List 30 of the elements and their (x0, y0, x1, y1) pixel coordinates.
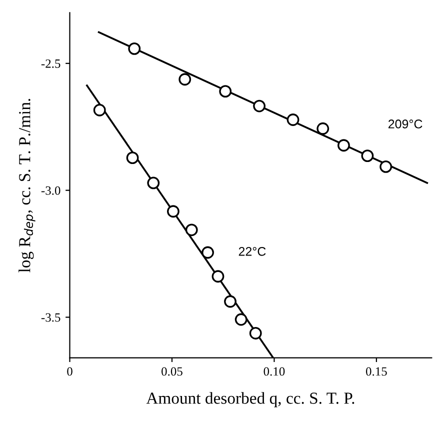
point (361, 150, 374, 162)
y-tick-label: -2.5 (41, 59, 60, 68)
point (212, 270, 224, 283)
point (185, 224, 198, 236)
point (380, 160, 392, 173)
point (202, 246, 214, 259)
point (234, 313, 248, 326)
series-label: 22°C (238, 247, 266, 256)
text: 209°C (388, 120, 422, 128)
x-tick-label: 0 (67, 367, 72, 376)
point (178, 73, 192, 86)
point (224, 295, 236, 308)
point (167, 205, 180, 218)
y-tick-label: -3.0 (41, 186, 60, 195)
point (316, 122, 330, 135)
point (249, 327, 262, 340)
point (128, 42, 141, 55)
point (338, 139, 350, 152)
y-tick-label: -3.5 (41, 313, 60, 322)
x-tick-label: 0.10 (264, 367, 285, 376)
point (253, 100, 266, 112)
point (126, 152, 139, 164)
y-axis-title: log R$_{dep}$, cc. S. T. P./min. (18, 98, 36, 272)
point (147, 176, 160, 190)
x-tick-label: 0.15 (366, 367, 387, 376)
x-axis-title: Amount desorbed q, cc. S. T. P. (146, 392, 354, 408)
point (219, 85, 232, 98)
x-tick-label: 0.05 (162, 367, 182, 376)
point (286, 114, 300, 126)
point (93, 104, 106, 116)
